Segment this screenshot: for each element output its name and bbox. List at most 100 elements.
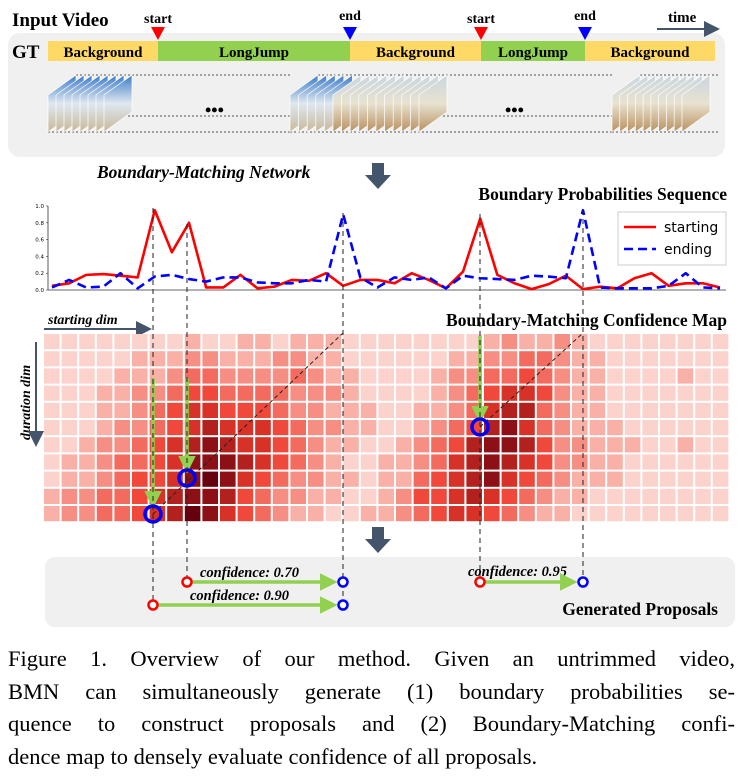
confidence-cell (536, 454, 553, 470)
confidence-cell (308, 437, 324, 453)
start-point-icon (181, 576, 193, 588)
confidence-cell (237, 506, 254, 522)
confidence-cell (325, 368, 342, 384)
confidence-cell (378, 402, 394, 418)
confidence-cell (642, 402, 658, 418)
confidence-cell (61, 402, 78, 418)
confidence-cell (484, 506, 500, 522)
confidence-cell (431, 368, 447, 384)
confidence-cell (325, 351, 342, 367)
confidence-cell (378, 437, 394, 453)
confidence-cell (431, 420, 447, 436)
confidence-cell (484, 488, 500, 504)
confidence-cell (712, 471, 729, 487)
confidence-cell (114, 506, 130, 522)
confidence-cell (325, 437, 342, 453)
confidence-cell (677, 385, 694, 401)
confidence-cell (536, 471, 553, 487)
confidence-cell (220, 471, 236, 487)
confidence-cell (660, 506, 676, 522)
confidence-cell (712, 454, 729, 470)
confidence-cell (255, 506, 271, 522)
confidence-cell (396, 420, 412, 436)
confidence-cell (695, 506, 711, 522)
confidence-cell (343, 368, 359, 384)
legend (617, 211, 727, 266)
confidence-cell (396, 368, 412, 384)
confidence-cell (44, 402, 60, 418)
confidence-cell (149, 351, 166, 367)
confidence-cell (132, 471, 148, 487)
confidence-cell (96, 471, 113, 487)
confidence-cell (607, 471, 623, 487)
boundary-prob-chart: 0.0 0.2 0.4 0.6 0.8 1.0 starting ending (35, 204, 727, 294)
confidence-cell (607, 420, 623, 436)
confidence-cell (44, 420, 60, 436)
confidence-cell (572, 506, 588, 522)
confidence-cell (519, 385, 535, 401)
confidence-cell (290, 437, 306, 453)
confidence-cell (484, 334, 500, 350)
confidence-cell (237, 420, 254, 436)
confidence-cell (607, 385, 623, 401)
caption-line: dence map to densely evaluate confidence… (8, 743, 538, 769)
confidence-cell (607, 334, 623, 350)
marker-label: start (467, 12, 495, 27)
confidence-cell (44, 385, 60, 401)
confidence-cell (589, 385, 606, 401)
confidence-cell (378, 385, 394, 401)
confidence-cell (624, 334, 641, 350)
confidence-cell (466, 334, 482, 350)
confidence-cell (589, 454, 606, 470)
network-label: Boundary-Matching Network (96, 162, 311, 182)
confidence-cell (114, 334, 130, 350)
proposal-list: confidence: 0.70 confidence: 0.90 confid… (147, 564, 589, 614)
confidence-cell (466, 351, 482, 367)
confidence-cell (325, 420, 342, 436)
confidence-cell (167, 402, 183, 418)
y-tick-label: 0.0 (35, 288, 44, 294)
confidence-cell (44, 368, 60, 384)
confidence-cell (184, 506, 201, 522)
confidence-cell (79, 471, 95, 487)
confidence-cell (413, 368, 430, 384)
confidence-cell (396, 402, 412, 418)
confidence-cell (167, 385, 183, 401)
confidence-cell (79, 385, 95, 401)
confidence-cell (378, 471, 394, 487)
confidence-cell (44, 488, 60, 504)
confidence-cell (660, 488, 676, 504)
confidence-cell (308, 368, 324, 384)
confidence-cell (712, 402, 729, 418)
confidence-cell (554, 454, 570, 470)
gt-label: GT (12, 42, 40, 63)
confidence-cell (237, 351, 254, 367)
gt-segment-label: Background (611, 45, 691, 61)
starting-dim-label: starting dim (47, 313, 118, 328)
confidence-cell (114, 368, 130, 384)
confidence-cell (677, 454, 694, 470)
confidence-cell (255, 471, 271, 487)
confidence-cell (290, 420, 306, 436)
confidence-cell (448, 488, 465, 504)
figure-caption: Figure 1. Overview of our method. Given … (8, 643, 735, 773)
confidence-cell (712, 437, 729, 453)
confidence-cell (272, 402, 289, 418)
confidence-cell (343, 351, 359, 367)
confidence-cell (360, 437, 377, 453)
confidence-cell (660, 402, 676, 418)
confidence-cell (132, 351, 148, 367)
confidence-cell (308, 420, 324, 436)
confidence-cell (343, 506, 359, 522)
confidence-cell (501, 402, 518, 418)
down-arrow-icon-2 (365, 527, 391, 553)
confidence-cell (220, 385, 236, 401)
confidence-cell (114, 385, 130, 401)
confidence-cell (360, 420, 377, 436)
confidence-cell (536, 385, 553, 401)
confidence-cell (220, 437, 236, 453)
confidence-cell (554, 471, 570, 487)
confidence-cell (61, 454, 78, 470)
confidence-cell (184, 471, 201, 487)
confidence-cell (677, 471, 694, 487)
